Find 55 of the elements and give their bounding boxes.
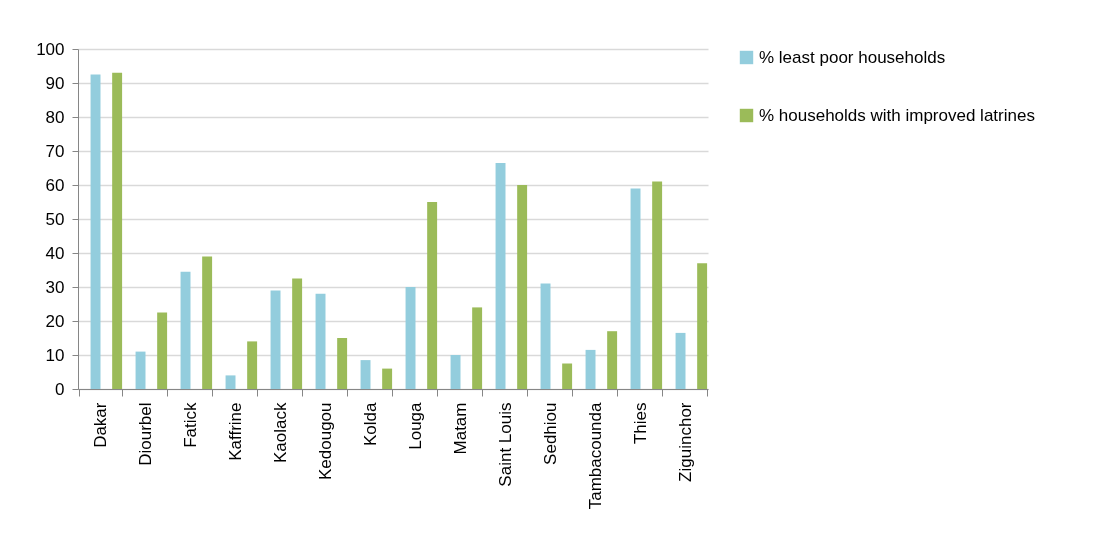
bar: [247, 341, 258, 389]
x-tick-label: Ziguinchor: [676, 402, 695, 482]
x-tick-label: Matam: [451, 402, 470, 455]
bar: [337, 338, 348, 389]
bar: [90, 74, 101, 389]
x-tick-label: Diourbel: [136, 402, 155, 466]
bar: [472, 307, 483, 389]
x-tick-label: Kolda: [361, 401, 380, 446]
x-tick-label: Dakar: [91, 402, 110, 448]
x-tick-label: Saint Louis: [496, 402, 515, 487]
bar: [382, 368, 393, 389]
bar: [540, 283, 551, 389]
bar: [652, 181, 663, 389]
y-tick-label: 50: [45, 209, 65, 229]
y-tick-label: 100: [36, 39, 65, 59]
y-tick-label: 80: [45, 107, 65, 127]
bar: [270, 290, 281, 389]
bar: [607, 331, 618, 389]
bar: [135, 351, 146, 389]
bar: [517, 185, 528, 389]
x-tick-label: Louga: [406, 401, 425, 450]
y-tick-label: 90: [45, 73, 65, 93]
y-tick-label: 70: [45, 141, 65, 161]
y-tick-label: 60: [45, 175, 65, 195]
bar: [450, 355, 461, 389]
bar: [112, 72, 123, 389]
bar: [495, 162, 506, 389]
bar: [202, 256, 213, 389]
bar: [157, 312, 168, 389]
bar: [630, 188, 641, 389]
y-tick-label: 0: [55, 379, 65, 399]
y-tick-label: 10: [45, 345, 65, 365]
x-tick-label: Kaolack: [271, 402, 290, 463]
bar: [585, 349, 596, 389]
x-tick-label: Fatick: [181, 402, 200, 448]
legend-label: % households with improved latrines: [759, 105, 1035, 125]
bar: [675, 332, 686, 389]
x-tick-label: Tambacounda: [586, 401, 605, 510]
y-tick-label: 20: [45, 311, 65, 331]
bar: [562, 363, 573, 389]
bar: [360, 360, 371, 389]
bar: [405, 287, 416, 389]
x-tick-label: Kaffrine: [226, 402, 245, 461]
x-tick-label: Thies: [631, 402, 650, 445]
y-tick-label: 30: [45, 277, 65, 297]
bar: [315, 293, 326, 389]
bar: [180, 271, 191, 389]
x-tick-label: Sedhiou: [541, 402, 560, 465]
x-tick-label: Kedougou: [316, 402, 335, 481]
bar: [697, 263, 708, 389]
bar: [427, 202, 438, 389]
bar: [292, 278, 303, 389]
bar: [225, 375, 236, 389]
legend-label: % least poor households: [759, 47, 946, 67]
y-tick-label: 40: [45, 243, 65, 263]
